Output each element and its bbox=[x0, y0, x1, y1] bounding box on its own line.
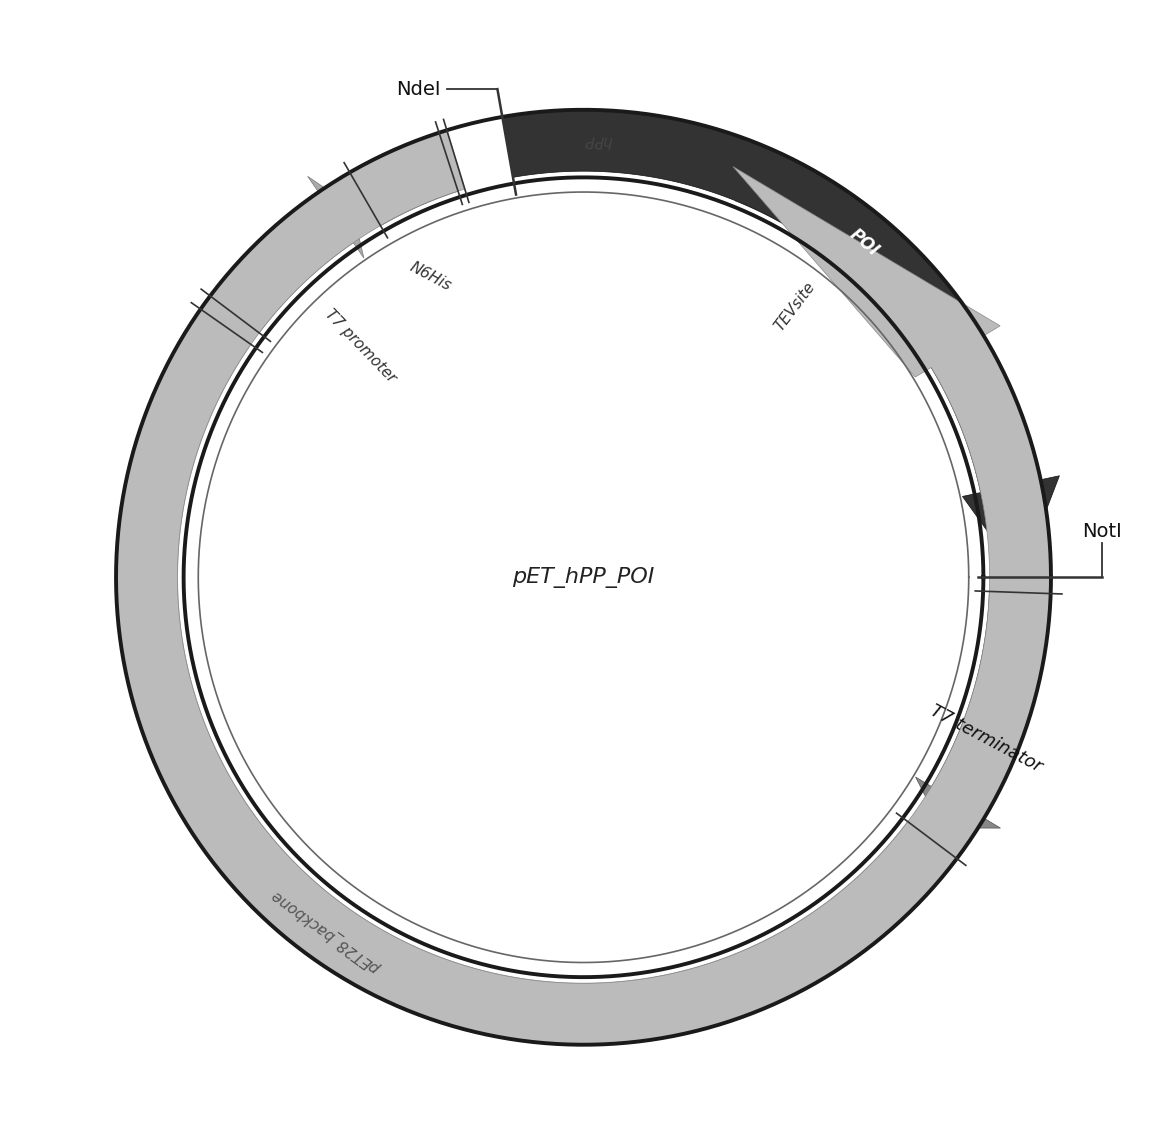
Text: pET28_backbone: pET28_backbone bbox=[270, 886, 384, 976]
Text: pET_hPP_POI: pET_hPP_POI bbox=[512, 567, 655, 588]
Polygon shape bbox=[916, 591, 1051, 829]
Text: hPP: hPP bbox=[585, 132, 613, 148]
Polygon shape bbox=[735, 144, 967, 344]
Polygon shape bbox=[502, 109, 1060, 577]
Text: POI: POI bbox=[846, 225, 882, 259]
Text: NdeI: NdeI bbox=[397, 79, 441, 98]
Text: T7 terminator: T7 terminator bbox=[927, 702, 1044, 777]
Polygon shape bbox=[116, 309, 957, 1045]
Polygon shape bbox=[116, 130, 1051, 1045]
Text: TEVsite: TEVsite bbox=[771, 280, 818, 334]
Text: N6His: N6His bbox=[407, 259, 454, 293]
Polygon shape bbox=[349, 132, 457, 225]
Text: NotI: NotI bbox=[1082, 522, 1121, 541]
Polygon shape bbox=[210, 177, 364, 333]
Text: T7 promoter: T7 promoter bbox=[322, 307, 399, 386]
